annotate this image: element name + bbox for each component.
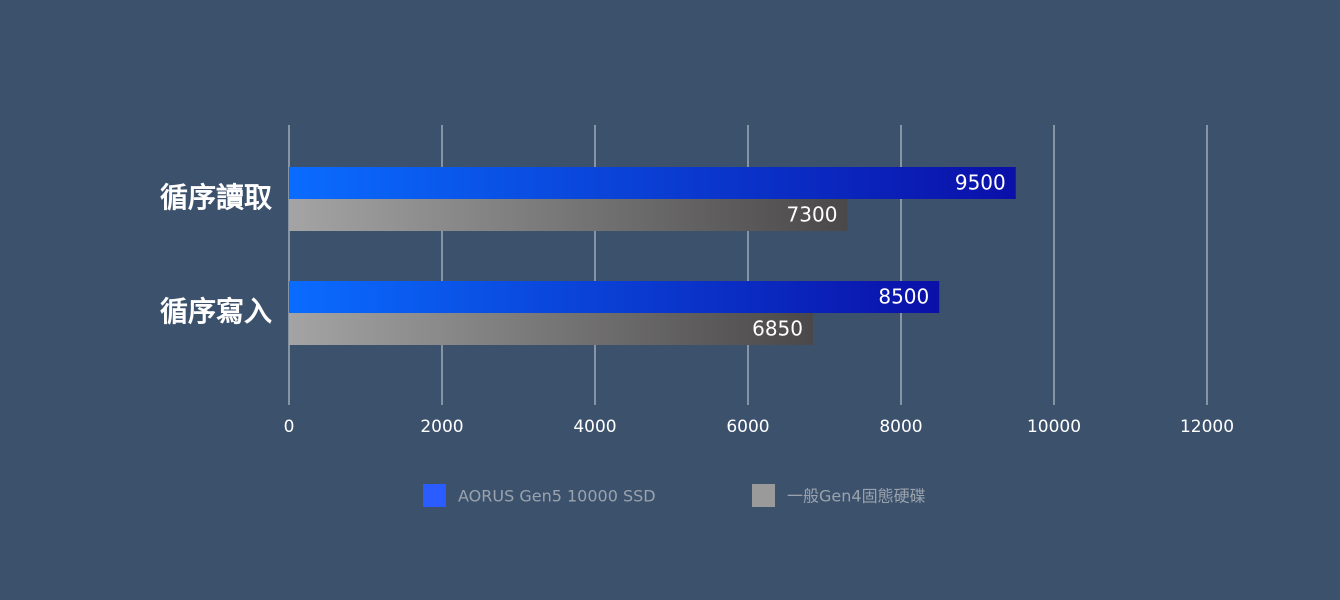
legend-label: 一般Gen4固態硬碟 (787, 487, 926, 506)
x-tick-label: 10000 (1027, 417, 1081, 437)
x-tick-label: 0 (284, 417, 295, 437)
bar (289, 199, 848, 231)
legend-swatch (752, 484, 775, 507)
x-tick-label: 6000 (726, 417, 769, 437)
x-tick-label: 12000 (1180, 417, 1234, 437)
value-label: 8500 (878, 285, 929, 309)
x-tick-label: 8000 (879, 417, 922, 437)
value-label: 9500 (955, 171, 1006, 195)
value-label: 6850 (752, 317, 803, 341)
legend-swatch (423, 484, 446, 507)
bar (289, 281, 940, 313)
category-label: 循序讀取 (160, 181, 272, 214)
x-tick-label: 4000 (573, 417, 616, 437)
x-tick-label: 2000 (420, 417, 463, 437)
bar (289, 313, 814, 345)
legend-label: AORUS Gen5 10000 SSD (458, 487, 656, 506)
bar (289, 167, 1016, 199)
category-label: 循序寫入 (160, 295, 272, 328)
value-label: 7300 (787, 203, 838, 227)
